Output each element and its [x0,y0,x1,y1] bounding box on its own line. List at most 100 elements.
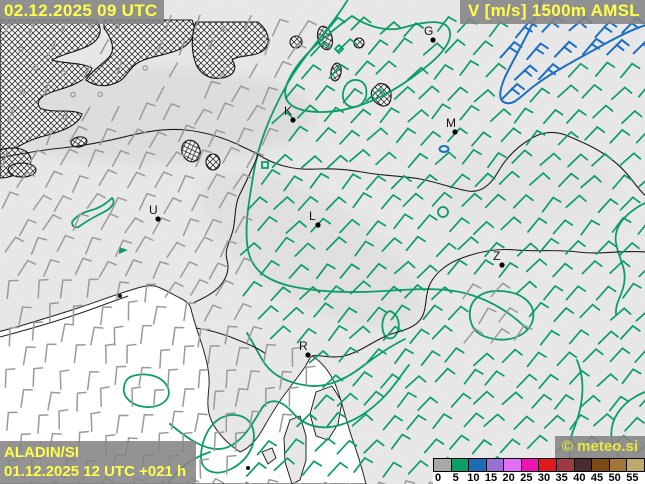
colorbar-cell [626,459,644,471]
wind-barb [566,108,587,124]
wind-barb [543,284,564,301]
wind-barb [246,104,266,122]
wind-barb [352,370,373,387]
wind-barb [246,196,268,211]
wind-barb [86,371,100,391]
wind-barb [639,391,645,407]
wind-barb [473,88,496,103]
wind-barb [284,438,305,454]
wind-barb [234,388,249,407]
wind-barb [407,152,429,168]
wind-barb [247,370,261,390]
wind-barb [269,325,291,340]
hatched-area-alps-mid [85,19,195,87]
wind-barb [473,352,495,367]
wind-barb [449,434,470,450]
wind-barb [114,239,133,258]
wind-barb [498,170,520,185]
wind-barb [558,172,579,188]
wind-barb [513,415,535,430]
wind-barb [190,278,209,296]
wind-barb [225,412,236,433]
wind-barb [436,15,457,32]
wind-barb [76,391,87,412]
wind-barb [116,414,129,434]
city-label: G [424,24,433,38]
wind-barb [553,306,575,323]
wind-barb [432,412,453,429]
wind-barb [416,264,438,279]
wind-barb [484,370,505,386]
wind-barb [279,413,293,433]
wind-barb [336,392,358,407]
border-istria [195,327,267,355]
wind-barb [30,236,48,255]
colorbar-cell [485,459,504,471]
wind-barb [17,259,37,277]
wind-barb [484,241,505,258]
wind-barb [489,107,512,122]
wind-barb [417,396,439,412]
wind-barb [70,91,76,98]
wind-barb [406,414,427,430]
attribution-label: © meteo.si [554,436,645,458]
wind-barb [422,304,443,321]
wind-barb [273,196,295,210]
colorbar-tick: 0 [434,472,442,484]
wind-barb [104,343,116,364]
wind-barb [487,151,507,169]
wind-barb [380,285,402,301]
wind-barb [366,219,387,236]
colorbar-cell [591,459,609,471]
wind-barb [634,347,645,364]
wind-barb [379,20,402,35]
wind-speed-colorbar: 0 5 10 15 20 25 30 35 40 45 50 55 [433,458,645,484]
wind-barb [484,193,506,209]
wind-barb [580,219,600,236]
wind-barb [569,413,589,431]
isotach-10ms-contours [438,0,645,153]
wind-barb [336,37,358,53]
wind-barb [138,192,156,211]
wind-barb [271,153,293,169]
wind-barb [273,457,295,472]
wind-barb [245,461,267,477]
wind-barb [73,344,86,364]
wind-barb [621,368,642,385]
wind-barb [447,86,469,102]
wind-barb [609,128,631,144]
wind-barb [242,280,263,297]
wind-barb [135,235,154,253]
wind-barb [256,439,277,456]
wind-barb [323,284,345,301]
wind-barb [397,391,417,408]
wind-barb [291,346,302,368]
wind-barb [348,148,371,163]
wind-barb [635,308,645,322]
wind-barb [56,234,75,253]
wind-barb [529,172,551,186]
wind-barb [301,460,323,476]
wind-barb [42,80,50,97]
wind-barb [403,21,424,38]
wind-barb [592,104,614,119]
wind-barb [81,106,91,122]
wind-barb [225,454,237,475]
wind-barb [204,477,224,484]
adriatic-sea [0,285,367,484]
wind-barb [246,325,263,344]
wind-barb [618,241,640,257]
wind-barb [282,306,304,321]
wind-barb [447,127,468,143]
wind-barb [60,70,67,76]
wind-barb [375,60,397,75]
wind-barb [297,195,319,211]
wind-barb [182,218,200,237]
wind-barb [271,110,293,125]
wind-barb [207,173,226,191]
wind-barb [168,62,179,78]
wind-barb [219,63,229,79]
wind-barb [422,42,445,56]
wind-barb [444,346,465,363]
wind-barb [37,414,49,434]
